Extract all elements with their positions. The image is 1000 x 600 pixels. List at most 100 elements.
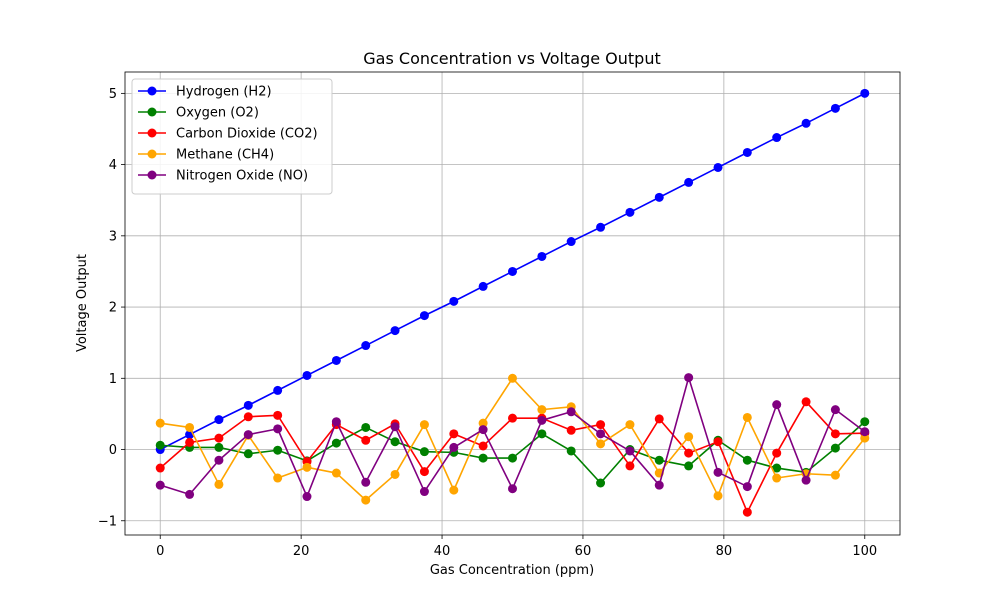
data-point [273, 473, 283, 483]
data-point [684, 461, 694, 471]
legend-swatch-marker [147, 128, 157, 138]
data-point [214, 433, 224, 443]
data-point [684, 177, 694, 187]
data-point [625, 461, 635, 471]
data-point [566, 237, 576, 247]
data-point [684, 448, 694, 458]
data-point [478, 441, 488, 451]
data-point [596, 222, 606, 232]
data-point [801, 475, 811, 485]
data-point [772, 473, 782, 483]
data-point [243, 412, 253, 422]
data-point [185, 437, 195, 447]
data-point [419, 311, 429, 321]
data-point [361, 495, 371, 505]
data-point [273, 385, 283, 395]
legend: Hydrogen (H2) Oxygen (O2) Carbon Dioxide (… [131, 78, 333, 195]
data-point [508, 266, 517, 276]
data-point [742, 412, 752, 422]
data-point [537, 415, 547, 425]
data-point [155, 440, 165, 450]
data-point [508, 413, 517, 423]
data-point [419, 420, 429, 430]
y-axis-label: Voltage Output [75, 254, 90, 352]
data-point [801, 397, 811, 407]
data-point [625, 446, 635, 456]
data-point [449, 296, 459, 306]
x-axis-label: Gas Concentration (ppm) [430, 563, 594, 578]
data-point [742, 507, 752, 517]
data-point [566, 425, 576, 435]
legend-entry: Oxygen (O2) [176, 106, 259, 121]
data-point [772, 448, 782, 458]
data-point [860, 427, 870, 437]
series-line [159, 376, 866, 498]
data-point [625, 420, 635, 430]
legend-entry: Methane (CH4) [176, 148, 274, 163]
data-point [361, 341, 371, 351]
chart-title: Gas Concentration vs Voltage Output [363, 49, 660, 68]
data-point [302, 462, 312, 472]
data-point [801, 118, 811, 128]
data-point [830, 429, 840, 439]
data-point [449, 429, 459, 439]
data-point [243, 400, 253, 410]
data-point [654, 192, 664, 202]
data-point [214, 479, 224, 489]
data-point [449, 485, 459, 495]
data-point [273, 424, 283, 434]
data-point [508, 373, 517, 383]
x-tick-label: 20 [293, 544, 310, 559]
legend-entry: Hydrogen (H2) [176, 85, 272, 100]
legend-swatch-marker [147, 86, 157, 96]
data-point [830, 405, 840, 415]
data-point [273, 445, 283, 455]
data-point [331, 355, 341, 365]
x-tick-label: 60 [575, 544, 592, 559]
data-point [713, 467, 723, 477]
data-point [214, 415, 224, 425]
data-point [361, 435, 371, 445]
data-point [390, 437, 400, 447]
data-point [772, 463, 782, 473]
data-point [302, 492, 312, 502]
legend-entry: Nitrogen Oxide (NO) [176, 169, 308, 184]
data-point [566, 407, 576, 417]
data-point [596, 439, 606, 449]
y-tick-label: 3 [109, 229, 117, 244]
data-point [654, 414, 664, 424]
data-point [331, 438, 341, 448]
data-point [713, 491, 723, 501]
data-point [214, 455, 224, 465]
data-point [860, 433, 870, 443]
data-point [361, 477, 371, 487]
data-point [654, 455, 664, 465]
data-point [537, 405, 547, 415]
data-point [390, 422, 400, 432]
data-point [390, 326, 400, 336]
data-point [713, 162, 723, 172]
data-point [508, 484, 517, 494]
data-point [155, 418, 165, 428]
data-point [742, 147, 752, 157]
data-point [566, 446, 576, 456]
data-point [449, 442, 459, 452]
data-point [214, 442, 224, 452]
data-point [860, 88, 870, 98]
data-point [155, 463, 165, 473]
data-point [361, 422, 371, 432]
legend-swatch-marker [147, 149, 157, 159]
data-point [596, 420, 606, 430]
x-tick-label: 100 [852, 544, 877, 559]
data-point [713, 437, 723, 447]
x-tick-label: 0 [156, 544, 164, 559]
data-point [419, 447, 429, 457]
data-point [742, 482, 752, 492]
data-point [243, 430, 253, 440]
data-point [537, 429, 547, 439]
data-point [684, 432, 694, 442]
y-tick-label: 1 [109, 372, 117, 387]
y-tick-label: 2 [109, 301, 117, 316]
